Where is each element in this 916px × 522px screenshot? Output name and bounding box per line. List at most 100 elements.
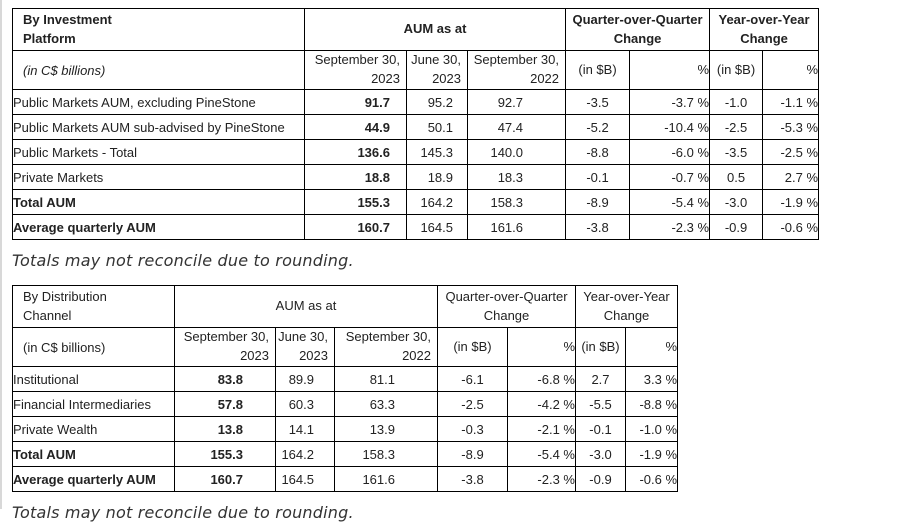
- value-cell: -2.1 %: [507, 416, 576, 442]
- value-cell: 57.8: [174, 391, 276, 417]
- aum-as-at-header: AUM as at: [303, 8, 567, 51]
- value-cell: 47.4: [466, 114, 567, 140]
- value-cell: 83.8: [174, 366, 276, 392]
- col-header-jun-30-2023: June 30, 2023: [406, 50, 468, 90]
- qoq-change-header: Quarter-over-Quarter Change: [565, 8, 711, 51]
- value-cell: -5.4 %: [507, 441, 576, 467]
- value-cell: 18.9: [406, 164, 468, 190]
- value-cell: 95.2: [406, 89, 468, 115]
- value-cell: -6.8 %: [507, 366, 576, 392]
- value-cell: -5.4 %: [629, 189, 711, 215]
- value-cell: -1.0: [709, 89, 764, 115]
- value-cell: -1.0 %: [624, 416, 679, 442]
- col-header-yoy-dollars: (in $B): [709, 50, 764, 90]
- table-row: Total AUM 155.3 164.2 158.3 -8.9 -5.4 % -3.0 -1…: [12, 441, 679, 467]
- value-cell: -3.8: [565, 214, 631, 240]
- row-label: Public Markets AUM sub-advised by PineSt…: [12, 114, 305, 140]
- value-cell: -0.1: [575, 416, 626, 442]
- value-cell: -1.9 %: [762, 189, 820, 215]
- value-cell: -0.7 %: [629, 164, 711, 190]
- col-header-yoy-dollars: (in $B): [575, 327, 626, 367]
- value-cell: 145.3: [406, 139, 468, 165]
- value-cell: -3.8: [437, 466, 508, 492]
- value-cell: -5.3 %: [762, 114, 820, 140]
- value-cell: 2.7 %: [762, 164, 820, 190]
- value-cell: -4.2 %: [507, 391, 576, 417]
- value-cell: -3.7 %: [629, 89, 711, 115]
- col-header-sep-30-2023: September 30, 2023: [304, 50, 407, 90]
- table-row: Financial Intermediaries 57.8 60.3 63.3 -2.5…: [12, 391, 679, 417]
- row-label: Financial Intermediaries: [12, 391, 175, 417]
- value-cell: -2.3 %: [629, 214, 711, 240]
- value-cell: 136.6: [304, 139, 407, 165]
- col-header-qoq-dollars: (in $B): [437, 327, 508, 367]
- value-cell: -2.5 %: [762, 139, 820, 165]
- value-cell: 164.5: [406, 214, 468, 240]
- table-body: Public Markets AUM, excluding PineStone 9…: [12, 89, 820, 240]
- value-cell: 164.2: [406, 189, 468, 215]
- col-header-jun-30-2023: June 30, 2023: [275, 327, 335, 367]
- value-cell: 91.7: [304, 89, 407, 115]
- table-row: Average quarterly AUM 160.7 164.5 161.6 -3.8…: [12, 466, 679, 492]
- table-row: Public Markets AUM sub-advised by PineSt…: [12, 114, 820, 140]
- table-title: By Investment Platform: [12, 8, 305, 51]
- row-label: Total AUM: [12, 189, 305, 215]
- units-label: (in C$ billions): [12, 50, 305, 90]
- value-cell: 18.3: [466, 164, 567, 190]
- value-cell: 161.6: [466, 214, 567, 240]
- yoy-change-header: Year-over-Year Change: [574, 285, 679, 328]
- table-title: By Distribution Channel: [12, 285, 175, 328]
- units-label: (in C$ billions): [12, 327, 175, 367]
- rounding-note: Totals may not reconcile due to rounding…: [12, 251, 354, 270]
- distribution-channel-table: By Distribution Channel AUM as at Quarter-…: [12, 285, 679, 492]
- row-label: Private Wealth: [12, 416, 175, 442]
- row-label: Public Markets AUM, excluding PineStone: [12, 89, 305, 115]
- table-row: Private Wealth 13.8 14.1 13.9 -0.3 -2.1 % -0.1…: [12, 416, 679, 442]
- value-cell: 92.7: [466, 89, 567, 115]
- table-row: Private Markets 18.8 18.9 18.3 -0.1 -0.7 % 0.5…: [12, 164, 820, 190]
- value-cell: 0.5: [709, 164, 764, 190]
- col-header-sep-30-2022: September 30, 2022: [334, 327, 438, 367]
- value-cell: 140.0: [466, 139, 567, 165]
- row-label: Public Markets - Total: [12, 139, 305, 165]
- rounding-note: Totals may not reconcile due to rounding…: [12, 503, 354, 522]
- table-row: Public Markets - Total 136.6 145.3 140.0 -8.…: [12, 139, 820, 165]
- value-cell: -5.2: [565, 114, 631, 140]
- yoy-change-header: Year-over-Year Change: [709, 8, 820, 51]
- value-cell: -2.5: [709, 114, 764, 140]
- value-cell: -8.9: [437, 441, 508, 467]
- value-cell: 164.5: [275, 466, 335, 492]
- value-cell: -8.8: [565, 139, 631, 165]
- col-header-qoq-percent: %: [507, 327, 576, 367]
- value-cell: 14.1: [275, 416, 335, 442]
- value-cell: 161.6: [334, 466, 438, 492]
- value-cell: 13.9: [334, 416, 438, 442]
- value-cell: -8.9: [565, 189, 631, 215]
- col-header-qoq-percent: %: [629, 50, 711, 90]
- value-cell: -3.5: [565, 89, 631, 115]
- value-cell: 3.3 %: [624, 366, 679, 392]
- value-cell: 63.3: [334, 391, 438, 417]
- value-cell: 44.9: [304, 114, 407, 140]
- row-label: Average quarterly AUM: [12, 466, 175, 492]
- value-cell: -0.3: [437, 416, 508, 442]
- value-cell: 158.3: [466, 189, 567, 215]
- qoq-change-header: Quarter-over-Quarter Change: [437, 285, 576, 328]
- row-label: Average quarterly AUM: [12, 214, 305, 240]
- table-row: Public Markets AUM, excluding PineStone 9…: [12, 89, 820, 115]
- value-cell: -2.3 %: [507, 466, 576, 492]
- value-cell: -3.0: [575, 441, 626, 467]
- col-header-qoq-dollars: (in $B): [565, 50, 631, 90]
- table-body: Institutional 83.8 89.9 81.1 -6.1 -6.8 % 2.7 3.…: [12, 366, 679, 492]
- value-cell: 155.3: [174, 441, 276, 467]
- table-row: Institutional 83.8 89.9 81.1 -6.1 -6.8 % 2.7 3.…: [12, 366, 679, 392]
- value-cell: 50.1: [406, 114, 468, 140]
- row-label: Private Markets: [12, 164, 305, 190]
- value-cell: -0.6 %: [762, 214, 820, 240]
- value-cell: -10.4 %: [629, 114, 711, 140]
- value-cell: -0.9: [709, 214, 764, 240]
- table-row: Total AUM 155.3 164.2 158.3 -8.9 -5.4 % -3.0 -1…: [12, 189, 820, 215]
- value-cell: -0.9: [575, 466, 626, 492]
- value-cell: 89.9: [275, 366, 335, 392]
